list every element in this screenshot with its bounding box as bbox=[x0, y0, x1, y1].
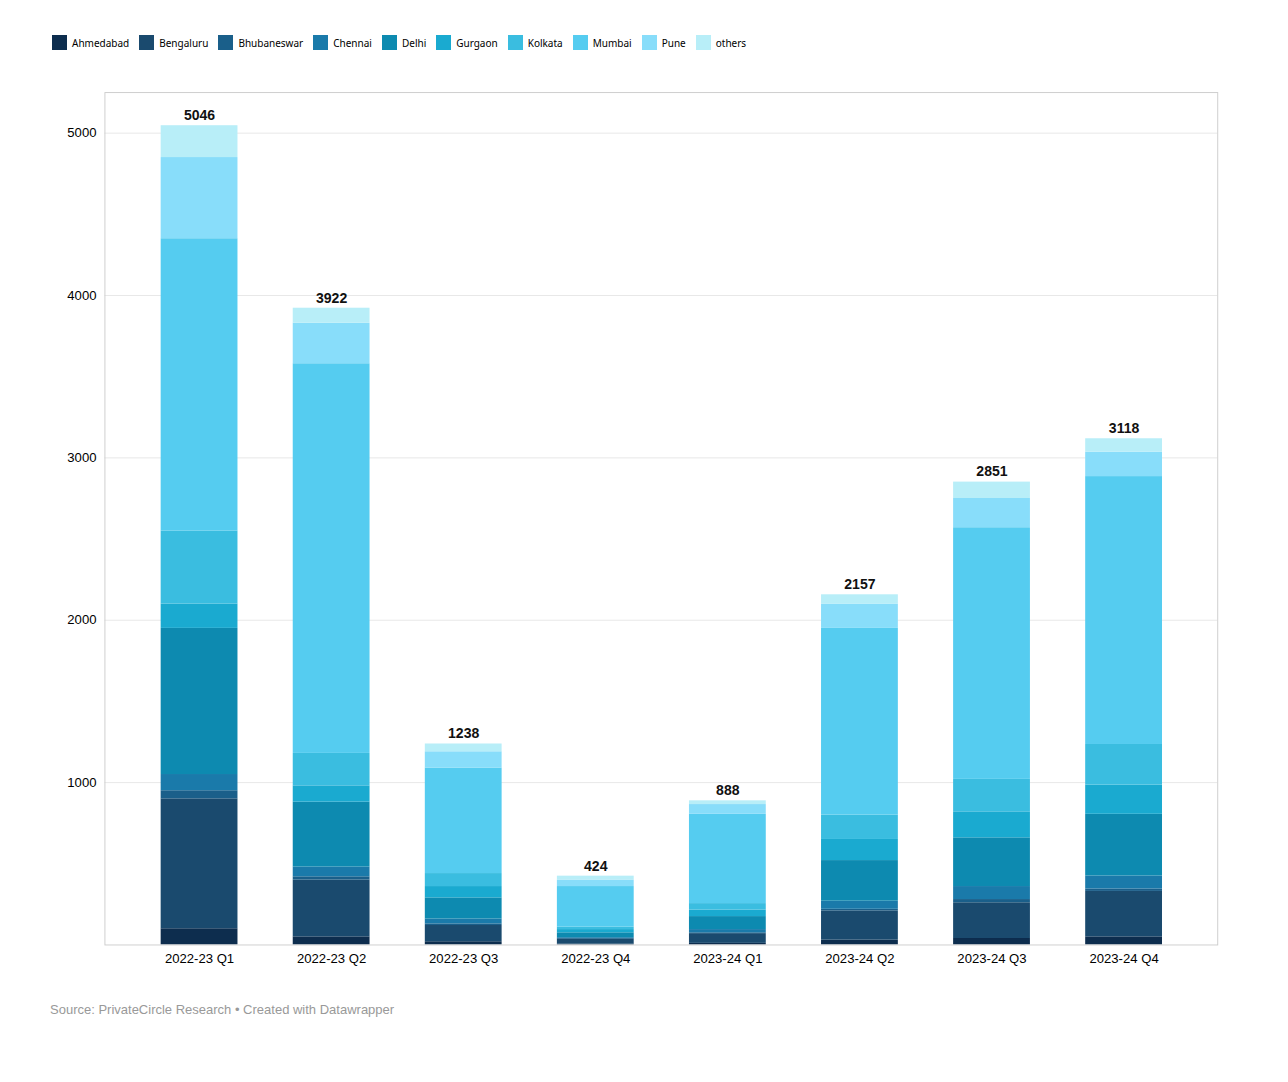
html-text:Kolkata: Kolkata bbox=[527, 35, 563, 50]
svg-text:2000: 2000 bbox=[67, 612, 96, 627]
svg-text:2022-23 Q4: 2022-23 Q4 bbox=[561, 951, 630, 966]
svg-text:3922: 3922 bbox=[316, 290, 347, 306]
svg-text:3000: 3000 bbox=[67, 450, 96, 465]
svg-text:2023-24 Q2: 2023-24 Q2 bbox=[825, 951, 894, 966]
svg-text:2023-24 Q3: 2023-24 Q3 bbox=[957, 951, 1026, 966]
svg-text:2022-23 Q3: 2022-23 Q3 bbox=[429, 951, 498, 966]
html-text:Bengaluru: Bengaluru bbox=[159, 35, 209, 50]
html-text:Delhi: Delhi bbox=[401, 35, 427, 50]
svg-text:424: 424 bbox=[584, 858, 608, 874]
svg-text:2023-24 Q1: 2023-24 Q1 bbox=[693, 951, 762, 966]
svg-text:2851: 2851 bbox=[976, 463, 1007, 479]
svg-text:3118: 3118 bbox=[1109, 420, 1140, 436]
svg-text:5046: 5046 bbox=[184, 107, 215, 123]
svg-text:888: 888 bbox=[716, 782, 740, 798]
svg-text:2022-23 Q2: 2022-23 Q2 bbox=[297, 951, 366, 966]
html-text:Bhubaneswar: Bhubaneswar bbox=[238, 35, 304, 50]
svg-text:5000: 5000 bbox=[67, 125, 96, 140]
html-text:Ahmedabad: Ahmedabad bbox=[72, 35, 130, 50]
svg-text:1000: 1000 bbox=[67, 775, 96, 790]
html-text:others: others bbox=[715, 35, 747, 50]
html-text:Source: PrivateCircle Research: Source: PrivateCircle Research • Created… bbox=[50, 1002, 395, 1017]
html-text:Chennai: Chennai bbox=[333, 35, 372, 50]
svg-text:1238: 1238 bbox=[448, 725, 479, 741]
svg-text:2157: 2157 bbox=[844, 576, 875, 592]
svg-text:4000: 4000 bbox=[67, 288, 96, 303]
svg-text:2023-24 Q4: 2023-24 Q4 bbox=[1089, 951, 1158, 966]
html-text:Mumbai: Mumbai bbox=[592, 35, 632, 50]
svg-text:2022-23 Q1: 2022-23 Q1 bbox=[165, 951, 234, 966]
html-text:Pune: Pune bbox=[661, 35, 686, 50]
html-text:Gurgaon: Gurgaon bbox=[456, 35, 498, 50]
